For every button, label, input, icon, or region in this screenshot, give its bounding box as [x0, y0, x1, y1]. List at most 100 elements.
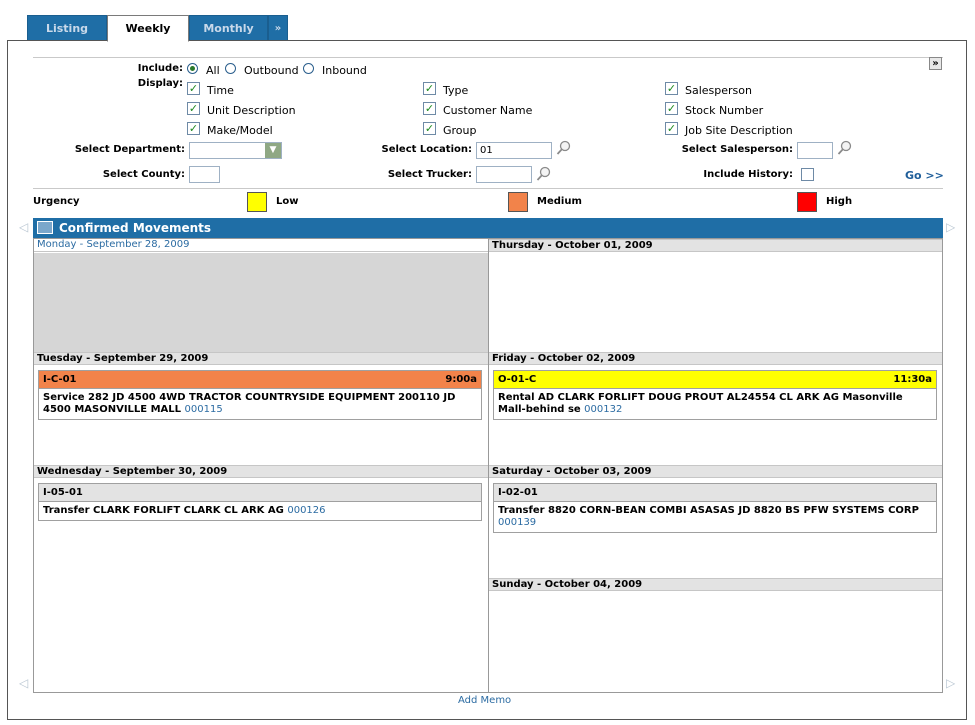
movement-ref-link[interactable]: 000126: [287, 505, 326, 516]
add-memo-link[interactable]: Add Memo: [458, 695, 512, 706]
movement-card[interactable]: I-C-01 9:00a Service 282 JD 4500 4WD TRA…: [38, 370, 482, 420]
calendar-icon: [37, 221, 53, 234]
day-header-sunday[interactable]: Sunday - October 04, 2009: [489, 578, 942, 591]
content-frame: [7, 40, 967, 720]
tab-weekly[interactable]: Weekly: [107, 15, 189, 42]
day-header-tuesday[interactable]: Tuesday - September 29, 2009: [34, 352, 488, 365]
location-label: Select Location:: [381, 144, 473, 155]
view-tabs: Listing Weekly Monthly »: [27, 15, 288, 42]
salesperson-label: Select Salesperson:: [681, 144, 793, 155]
movement-card-header: I-05-01: [39, 484, 481, 502]
display-group-checkbox[interactable]: ✓: [423, 122, 436, 135]
movement-description: Transfer 8820 CORN-BEAN COMBI ASASAS JD …: [494, 502, 936, 532]
display-job-site-description-label: Job Site Description: [685, 124, 793, 137]
movement-desc-text: Service 282 JD 4500 4WD TRACTOR COUNTRYS…: [43, 392, 456, 415]
day-cell-monday[interactable]: [34, 253, 488, 353]
urgency-medium-swatch: [508, 192, 528, 212]
display-salesperson-label: Salesperson: [685, 84, 752, 97]
department-select[interactable]: ▼: [189, 142, 282, 159]
salesperson-input[interactable]: [797, 142, 833, 159]
include-all-radio[interactable]: [187, 63, 198, 74]
movement-description: Transfer CLARK FORLIFT CLARK CL ARK AG 0…: [39, 502, 481, 520]
department-label: Select Department:: [74, 144, 185, 155]
movement-time: 9:00a: [445, 374, 477, 385]
county-label: Select County:: [102, 169, 185, 180]
display-stock-number-checkbox[interactable]: ✓: [665, 102, 678, 115]
include-inbound-radio[interactable]: [303, 63, 314, 74]
movement-code: I-05-01: [43, 487, 83, 498]
movement-desc-text: Transfer 8820 CORN-BEAN COMBI ASASAS JD …: [498, 505, 919, 516]
display-type-checkbox[interactable]: ✓: [423, 82, 436, 95]
display-unit-description-label: Unit Description: [207, 104, 296, 117]
divider: [33, 188, 943, 189]
movement-card-header: I-02-01: [494, 484, 936, 502]
day-header-thursday[interactable]: Thursday - October 01, 2009: [489, 239, 942, 252]
display-time-checkbox[interactable]: ✓: [187, 82, 200, 95]
urgency-label: Urgency: [33, 196, 80, 207]
display-stock-number-label: Stock Number: [685, 104, 764, 117]
display-group-label: Group: [443, 124, 477, 137]
prev-week-arrow-icon[interactable]: ◁: [19, 676, 29, 690]
day-header-wednesday[interactable]: Wednesday - September 30, 2009: [34, 465, 488, 478]
next-week-arrow-icon[interactable]: ▷: [946, 220, 956, 234]
expand-filters-button[interactable]: »: [929, 57, 942, 70]
magnifier-icon[interactable]: [556, 140, 572, 156]
day-header-friday[interactable]: Friday - October 02, 2009: [489, 352, 942, 365]
display-customer-name-checkbox[interactable]: ✓: [423, 102, 436, 115]
next-week-arrow-icon[interactable]: ▷: [946, 676, 956, 690]
movement-ref-link[interactable]: 000132: [584, 404, 623, 415]
urgency-low-label: Low: [276, 196, 299, 207]
movement-ref-link[interactable]: 000139: [498, 517, 537, 528]
movement-card[interactable]: I-02-01 Transfer 8820 CORN-BEAN COMBI AS…: [493, 483, 937, 533]
double-chevron-right-icon: »: [932, 58, 939, 69]
tab-listing[interactable]: Listing: [27, 15, 107, 41]
include-outbound-radio[interactable]: [225, 63, 236, 74]
urgency-medium-label: Medium: [537, 196, 582, 207]
confirmed-movements-header: Confirmed Movements: [33, 218, 943, 238]
movement-desc-text: Transfer CLARK FORLIFT CLARK CL ARK AG: [43, 505, 284, 516]
movement-code: O-01-C: [498, 374, 537, 385]
display-make-model-label: Make/Model: [207, 124, 273, 137]
confirmed-movements-title: Confirmed Movements: [59, 221, 212, 235]
trucker-input[interactable]: [476, 166, 532, 183]
movement-card[interactable]: I-05-01 Transfer CLARK FORLIFT CLARK CL …: [38, 483, 482, 521]
display-type-label: Type: [443, 84, 469, 97]
urgency-high-label: High: [826, 196, 853, 207]
display-job-site-description-checkbox[interactable]: ✓: [665, 122, 678, 135]
display-make-model-checkbox[interactable]: ✓: [187, 122, 200, 135]
movement-code: I-02-01: [498, 487, 538, 498]
movement-card[interactable]: O-01-C 11:30a Rental AD CLARK FORLIFT DO…: [493, 370, 937, 420]
display-time-label: Time: [207, 84, 234, 97]
day-header-monday[interactable]: Monday - September 28, 2009: [34, 239, 488, 252]
movement-ref-link[interactable]: 000115: [184, 404, 223, 415]
chevron-down-icon: ▼: [265, 143, 281, 158]
movement-description: Rental AD CLARK FORLIFT DOUG PROUT AL245…: [494, 389, 936, 419]
movement-card-header: O-01-C 11:30a: [494, 371, 936, 389]
prev-week-arrow-icon[interactable]: ◁: [19, 220, 29, 234]
display-customer-name-label: Customer Name: [443, 104, 533, 117]
display-salesperson-checkbox[interactable]: ✓: [665, 82, 678, 95]
display-label: Display:: [137, 78, 183, 89]
trucker-label: Select Trucker:: [387, 169, 472, 180]
day-header-saturday[interactable]: Saturday - October 03, 2009: [489, 465, 942, 478]
magnifier-icon[interactable]: [536, 166, 552, 182]
include-inbound-label: Inbound: [322, 64, 367, 77]
urgency-high-swatch: [797, 192, 817, 212]
tab-more-button[interactable]: »: [268, 15, 288, 41]
movement-card-header: I-C-01 9:00a: [39, 371, 481, 389]
include-all-label: All: [206, 64, 220, 77]
county-input[interactable]: [189, 166, 220, 183]
week-calendar: Monday - September 28, 2009 Tuesday - Se…: [33, 238, 943, 693]
movement-time: 11:30a: [893, 374, 932, 385]
movement-code: I-C-01: [43, 374, 77, 385]
display-unit-description-checkbox[interactable]: ✓: [187, 102, 200, 115]
history-label: Include History:: [703, 169, 793, 180]
column-divider: [488, 239, 489, 692]
go-button[interactable]: Go >>: [905, 169, 944, 182]
tab-monthly[interactable]: Monthly: [189, 15, 268, 41]
magnifier-icon[interactable]: [837, 140, 853, 156]
location-input[interactable]: [476, 142, 552, 159]
include-history-checkbox[interactable]: [801, 168, 814, 181]
movement-desc-text: Rental AD CLARK FORLIFT DOUG PROUT AL245…: [498, 392, 903, 415]
include-outbound-label: Outbound: [244, 64, 299, 77]
